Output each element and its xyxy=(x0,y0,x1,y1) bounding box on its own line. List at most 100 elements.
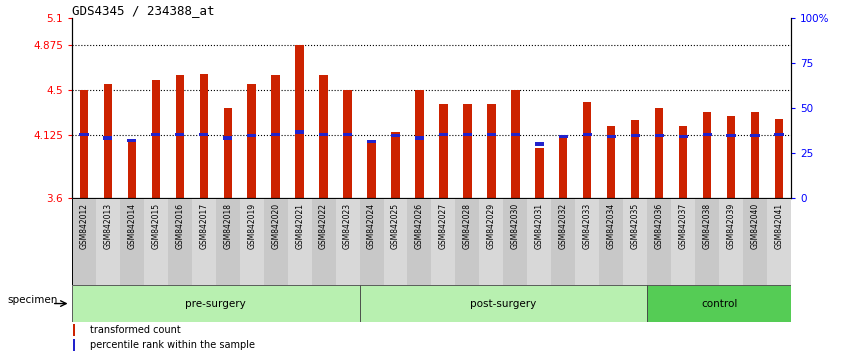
Bar xyxy=(727,134,736,137)
Text: GSM842016: GSM842016 xyxy=(175,202,184,249)
Bar xyxy=(223,136,233,140)
Bar xyxy=(128,141,136,198)
Text: specimen: specimen xyxy=(7,295,58,305)
Bar xyxy=(719,198,743,285)
Bar xyxy=(630,134,640,137)
Bar xyxy=(151,133,161,136)
Bar xyxy=(80,90,88,198)
Text: GSM842025: GSM842025 xyxy=(391,202,400,249)
Bar xyxy=(751,112,759,198)
Bar xyxy=(552,198,575,285)
Text: GSM842040: GSM842040 xyxy=(750,202,760,249)
Text: GSM842018: GSM842018 xyxy=(223,202,232,249)
Bar xyxy=(463,133,472,136)
Text: GSM842013: GSM842013 xyxy=(103,202,113,249)
Bar xyxy=(536,148,543,198)
Text: GSM842038: GSM842038 xyxy=(703,202,711,249)
Bar xyxy=(367,140,376,143)
Text: GSM842026: GSM842026 xyxy=(415,202,424,249)
Bar xyxy=(127,139,136,142)
Bar xyxy=(175,133,184,136)
Text: GSM842036: GSM842036 xyxy=(655,202,663,249)
Bar xyxy=(599,198,624,285)
Bar xyxy=(239,198,264,285)
Bar xyxy=(216,198,239,285)
Bar xyxy=(271,133,280,136)
Text: GSM842017: GSM842017 xyxy=(200,202,208,249)
Bar xyxy=(767,198,791,285)
Text: GSM842037: GSM842037 xyxy=(678,202,688,249)
Bar xyxy=(486,133,496,136)
Bar xyxy=(144,198,168,285)
Bar xyxy=(264,198,288,285)
Bar xyxy=(199,133,208,136)
Text: GDS4345 / 234388_at: GDS4345 / 234388_at xyxy=(72,4,214,17)
Bar xyxy=(383,198,408,285)
Text: GSM842024: GSM842024 xyxy=(367,202,376,249)
Text: GSM842022: GSM842022 xyxy=(319,202,328,249)
Bar xyxy=(367,141,376,198)
Bar xyxy=(72,285,360,322)
Bar xyxy=(624,198,647,285)
Text: GSM842031: GSM842031 xyxy=(535,202,544,249)
Text: GSM842041: GSM842041 xyxy=(775,202,783,249)
Bar xyxy=(535,142,544,146)
Bar xyxy=(295,130,305,134)
Bar xyxy=(607,126,615,198)
Text: post-surgery: post-surgery xyxy=(470,298,536,309)
Bar xyxy=(559,136,568,198)
Bar xyxy=(607,135,616,138)
Text: GSM842028: GSM842028 xyxy=(463,202,472,249)
Bar xyxy=(583,133,592,136)
Text: control: control xyxy=(701,298,737,309)
Bar xyxy=(223,108,232,198)
Bar xyxy=(343,90,352,198)
Text: GSM842035: GSM842035 xyxy=(631,202,640,249)
Bar xyxy=(360,285,647,322)
Bar xyxy=(80,133,89,136)
Text: GSM842027: GSM842027 xyxy=(439,202,448,249)
Bar xyxy=(480,198,503,285)
Bar xyxy=(439,104,448,198)
Bar xyxy=(487,104,496,198)
Text: GSM842020: GSM842020 xyxy=(272,202,280,249)
Bar xyxy=(192,198,216,285)
Bar xyxy=(200,74,208,198)
Text: pre-surgery: pre-surgery xyxy=(185,298,246,309)
Text: GSM842012: GSM842012 xyxy=(80,202,88,249)
Bar xyxy=(288,198,311,285)
Bar xyxy=(511,133,520,136)
Bar xyxy=(295,45,304,198)
Text: GSM842015: GSM842015 xyxy=(151,202,160,249)
Bar xyxy=(391,134,400,137)
Bar xyxy=(168,198,192,285)
Bar xyxy=(575,198,599,285)
Bar xyxy=(464,104,471,198)
Bar xyxy=(631,120,640,198)
Text: GSM842033: GSM842033 xyxy=(583,202,591,249)
Bar xyxy=(678,135,688,138)
Text: GSM842029: GSM842029 xyxy=(487,202,496,249)
Bar xyxy=(727,116,735,198)
Bar xyxy=(455,198,480,285)
Text: percentile rank within the sample: percentile rank within the sample xyxy=(90,340,255,350)
Bar xyxy=(272,75,280,198)
Bar xyxy=(527,198,552,285)
Bar xyxy=(655,108,663,198)
Bar xyxy=(336,198,360,285)
Bar xyxy=(679,126,687,198)
Bar xyxy=(671,198,695,285)
Text: GSM842032: GSM842032 xyxy=(559,202,568,249)
Text: GSM842014: GSM842014 xyxy=(128,202,136,249)
Bar xyxy=(750,134,760,137)
Bar xyxy=(558,135,568,138)
Bar xyxy=(176,75,184,198)
Bar xyxy=(775,119,783,198)
Bar xyxy=(743,198,767,285)
Bar xyxy=(439,133,448,136)
Bar xyxy=(311,198,336,285)
Bar xyxy=(72,198,96,285)
Bar xyxy=(702,133,711,136)
Bar xyxy=(96,198,120,285)
Bar xyxy=(695,198,719,285)
